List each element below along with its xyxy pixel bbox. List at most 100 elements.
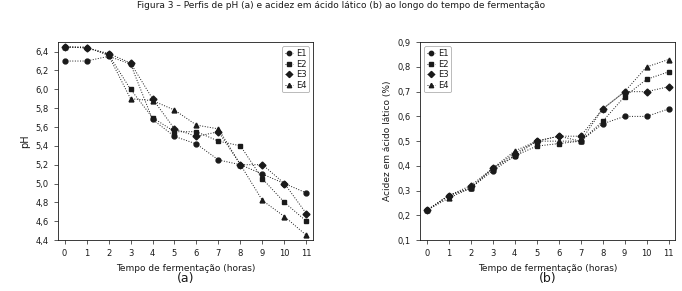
E2 bbox=[445, 194, 453, 197]
E3 bbox=[466, 184, 475, 187]
E4 bbox=[664, 58, 672, 61]
E4 bbox=[533, 139, 541, 143]
E2 bbox=[170, 130, 179, 134]
E2 bbox=[576, 139, 584, 143]
E1 bbox=[83, 59, 91, 63]
E3 bbox=[170, 127, 179, 131]
Line: E1: E1 bbox=[62, 54, 309, 195]
Y-axis label: Acidez em ácido lático (%): Acidez em ácido lático (%) bbox=[383, 81, 392, 201]
E1 bbox=[599, 122, 607, 126]
E3 bbox=[664, 85, 672, 88]
E4 bbox=[126, 97, 134, 100]
E1 bbox=[149, 118, 157, 121]
Line: E2: E2 bbox=[62, 45, 309, 224]
E1 bbox=[280, 182, 288, 185]
E4 bbox=[466, 186, 475, 190]
E1 bbox=[214, 158, 222, 162]
E4 bbox=[445, 196, 453, 200]
E2 bbox=[258, 177, 267, 181]
E2 bbox=[280, 200, 288, 204]
E3 bbox=[302, 212, 310, 215]
E2 bbox=[554, 142, 563, 145]
E4 bbox=[576, 139, 584, 143]
Text: (a): (a) bbox=[177, 272, 194, 285]
E4 bbox=[214, 127, 222, 131]
E4 bbox=[280, 215, 288, 218]
E1 bbox=[423, 209, 431, 212]
E1 bbox=[533, 139, 541, 143]
E4 bbox=[237, 163, 245, 166]
E4 bbox=[642, 65, 651, 69]
E4 bbox=[83, 45, 91, 49]
E2 bbox=[466, 186, 475, 190]
E3 bbox=[533, 139, 541, 143]
E4 bbox=[192, 123, 201, 127]
E4 bbox=[511, 149, 519, 153]
E3 bbox=[61, 45, 69, 49]
E3 bbox=[554, 134, 563, 138]
E1 bbox=[576, 139, 584, 143]
E3 bbox=[214, 130, 222, 134]
E3 bbox=[511, 152, 519, 155]
E3 bbox=[488, 166, 496, 170]
Line: E3: E3 bbox=[62, 45, 309, 216]
E2 bbox=[214, 139, 222, 143]
E3 bbox=[576, 134, 584, 138]
X-axis label: Tempo de fermentação (horas): Tempo de fermentação (horas) bbox=[116, 264, 255, 273]
E1 bbox=[445, 194, 453, 197]
Text: (b): (b) bbox=[539, 272, 557, 285]
Line: E2: E2 bbox=[424, 70, 671, 213]
E4 bbox=[61, 45, 69, 49]
E2 bbox=[664, 70, 672, 74]
E1 bbox=[126, 62, 134, 65]
E4 bbox=[621, 90, 629, 93]
E2 bbox=[192, 130, 201, 134]
E2 bbox=[61, 45, 69, 49]
E1 bbox=[554, 134, 563, 138]
E3 bbox=[192, 135, 201, 138]
E1 bbox=[258, 172, 267, 176]
E1 bbox=[621, 115, 629, 118]
E4 bbox=[104, 54, 113, 57]
E1 bbox=[237, 163, 245, 166]
E3 bbox=[126, 61, 134, 65]
E4 bbox=[423, 209, 431, 212]
E4 bbox=[599, 107, 607, 111]
E2 bbox=[488, 166, 496, 170]
E3 bbox=[280, 182, 288, 185]
E4 bbox=[302, 234, 310, 237]
E1 bbox=[302, 191, 310, 195]
Text: Figura 3 – Perfis de pH (a) e acidez em ácido lático (b) ao longo do tempo de fe: Figura 3 – Perfis de pH (a) e acidez em … bbox=[137, 1, 545, 10]
E2 bbox=[126, 88, 134, 91]
E1 bbox=[170, 135, 179, 138]
E3 bbox=[237, 163, 245, 166]
E3 bbox=[621, 90, 629, 93]
Legend: E1, E2, E3, E4: E1, E2, E3, E4 bbox=[282, 46, 309, 92]
E3 bbox=[423, 209, 431, 212]
E3 bbox=[642, 90, 651, 93]
E2 bbox=[599, 120, 607, 123]
E4 bbox=[488, 166, 496, 170]
Y-axis label: pH: pH bbox=[20, 134, 30, 148]
E3 bbox=[104, 52, 113, 55]
E2 bbox=[621, 95, 629, 98]
E4 bbox=[554, 139, 563, 143]
E2 bbox=[104, 53, 113, 56]
E1 bbox=[104, 55, 113, 58]
Line: E4: E4 bbox=[424, 57, 671, 213]
Line: E1: E1 bbox=[424, 107, 671, 213]
E1 bbox=[642, 115, 651, 118]
E4 bbox=[149, 99, 157, 102]
E2 bbox=[149, 116, 157, 119]
E3 bbox=[83, 46, 91, 49]
E2 bbox=[423, 209, 431, 212]
E4 bbox=[170, 108, 179, 112]
E2 bbox=[511, 154, 519, 158]
E4 bbox=[258, 199, 267, 202]
E3 bbox=[445, 194, 453, 197]
E1 bbox=[466, 186, 475, 190]
E2 bbox=[237, 144, 245, 148]
X-axis label: Tempo de fermentação (horas): Tempo de fermentação (horas) bbox=[478, 264, 617, 273]
E1 bbox=[192, 142, 201, 146]
E2 bbox=[533, 144, 541, 148]
